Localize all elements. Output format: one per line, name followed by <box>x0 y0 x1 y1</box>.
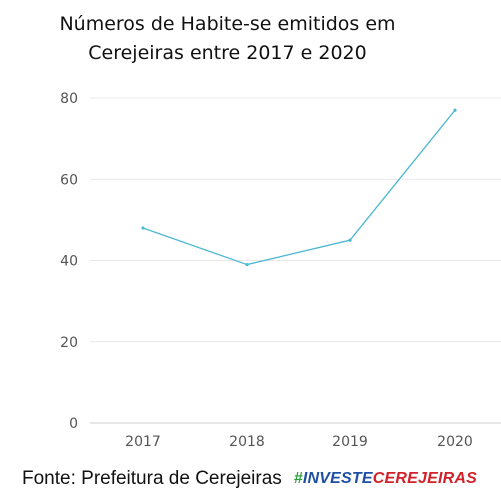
y-tick-label: 80 <box>60 91 78 107</box>
series-line-0 <box>142 109 456 266</box>
x-tick-label: 2018 <box>229 434 265 450</box>
data-point <box>453 108 457 112</box>
y-tick-label: 20 <box>60 335 78 351</box>
source-note: Fonte: Prefeitura de Cerejeiras <box>22 468 282 489</box>
x-tick-label: 2017 <box>125 434 161 450</box>
brand-logo: #INVESTECEREJEIRAS <box>294 470 477 488</box>
data-point <box>245 262 249 267</box>
brand-hash: # <box>293 470 303 487</box>
line-chart: 0 20 40 60 80 2017 2018 2019 2020 <box>60 91 501 450</box>
y-tick-label: 0 <box>69 416 78 432</box>
brand-part-1: INVESTE <box>302 470 373 487</box>
y-tick-label: 60 <box>60 172 78 188</box>
x-tick-label: 2020 <box>437 434 473 450</box>
x-tick-label: 2019 <box>332 434 368 450</box>
chart-title-line-1: Números de Habite-se emitidos em <box>59 13 396 35</box>
y-tick-label: 40 <box>60 254 78 270</box>
chart-title: Números de Habite-se emitidos em Cerejei… <box>0 10 455 68</box>
data-point <box>348 238 352 242</box>
brand-part-2: CEREJEIRAS <box>372 470 478 487</box>
data-point <box>141 226 145 230</box>
footer: Fonte: Prefeitura de Cerejeiras #INVESTE… <box>22 466 501 492</box>
chart-title-line-2: Cerejeiras entre 2017 e 2020 <box>88 42 367 64</box>
